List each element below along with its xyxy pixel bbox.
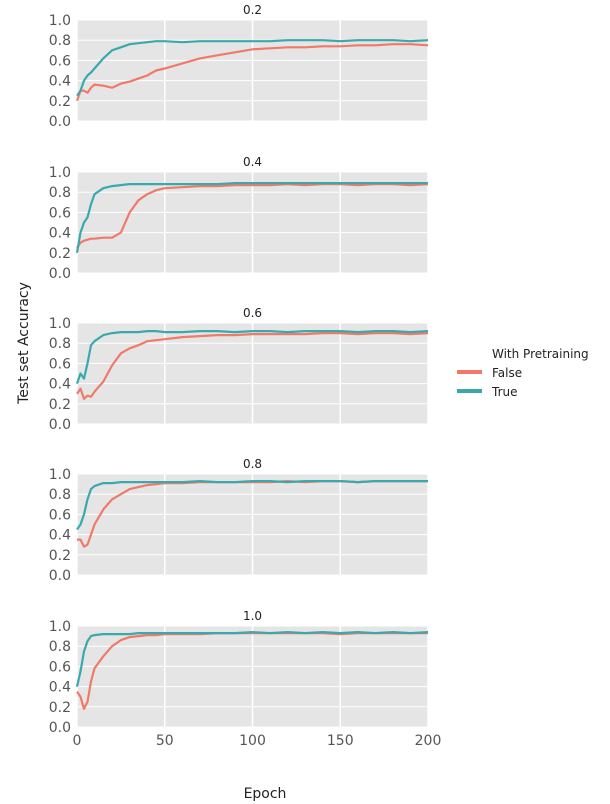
y-tick-label: 0.0: [49, 266, 71, 282]
y-tick-label: 0.6: [49, 659, 71, 675]
series-line-true: [75, 182, 428, 253]
y-tick-label: 0.8: [49, 639, 71, 655]
panel-2: 0.6 0.0 0.2 0.4 0.6 0.8 1.0: [49, 306, 429, 433]
legend-title: With Pretraining: [492, 347, 589, 361]
series-line-true: [75, 330, 429, 384]
legend: With Pretraining False True: [457, 347, 589, 399]
panel-title: 0.6: [243, 306, 262, 320]
y-tick-label: 0.8: [49, 487, 71, 503]
panel-1: 0.4 0.0 0.2 0.4 0.6 0.8 1.0: [49, 155, 429, 282]
series-line-false: [76, 332, 429, 400]
y-tick-label: 0.4: [49, 377, 71, 393]
panel-3: 0.8 0.0 0.2 0.4 0.6 0.8 1.0: [49, 457, 429, 584]
y-tick-label: 0.4: [49, 680, 71, 696]
legend-label-false: False: [492, 366, 522, 380]
y-axis-label: Test set Accuracy: [16, 282, 32, 405]
y-tick-label: 1.0: [49, 467, 71, 483]
y-tick-label: 0.6: [49, 205, 71, 221]
y-tick-label: 0.4: [49, 74, 71, 90]
y-tick-label: 0.0: [49, 417, 71, 433]
x-tick-label: 200: [415, 733, 442, 749]
y-tick-label: 0.6: [49, 507, 71, 523]
series-line-true: [76, 39, 429, 97]
y-tick-label: 1.0: [49, 316, 71, 332]
series-line-false: [75, 43, 429, 102]
y-tick-label: 0.2: [49, 397, 71, 413]
x-tick-label: 50: [156, 733, 174, 749]
panel-title: 0.2: [243, 3, 262, 17]
y-tick-label: 0.4: [49, 528, 71, 544]
y-tick-label: 0.8: [49, 185, 71, 201]
y-tick-label: 0.2: [49, 246, 71, 262]
y-tick-label: 0.8: [49, 336, 71, 352]
panel-4: 1.0 0.0 0.2 0.4 0.6 0.8 1.0 0 50 100 150 200: [49, 609, 442, 749]
y-tick-label: 1.0: [49, 165, 71, 181]
panel-title: 0.8: [243, 457, 262, 471]
y-tick-label: 1.0: [49, 619, 71, 635]
y-tick-label: 0.2: [49, 94, 71, 110]
y-tick-label: 0.0: [49, 114, 71, 130]
panel-0: 0.2 0.0 0.2 0.4 0.6 0.8 1.0: [49, 3, 429, 130]
y-tick-label: 0.0: [49, 568, 71, 584]
series-line-false: [76, 183, 429, 249]
x-tick-label: 150: [327, 733, 354, 749]
y-tick-label: 0.4: [49, 226, 71, 242]
series-line-true: [75, 630, 429, 687]
panel-title: 0.4: [243, 155, 262, 169]
x-axis-label: Epoch: [244, 786, 287, 802]
x-tick-label: 0: [73, 733, 82, 749]
y-tick-label: 0.0: [49, 720, 71, 736]
y-tick-label: 0.2: [49, 548, 71, 564]
legend-label-true: True: [491, 385, 518, 399]
y-tick-label: 1.0: [49, 13, 71, 29]
panel-title: 1.0: [243, 609, 262, 623]
series-line-true: [76, 480, 428, 531]
y-tick-label: 0.2: [49, 700, 71, 716]
y-tick-label: 0.8: [49, 33, 71, 49]
y-tick-label: 0.6: [49, 356, 71, 372]
y-tick-label: 0.6: [49, 53, 71, 69]
x-tick-label: 100: [239, 733, 266, 749]
